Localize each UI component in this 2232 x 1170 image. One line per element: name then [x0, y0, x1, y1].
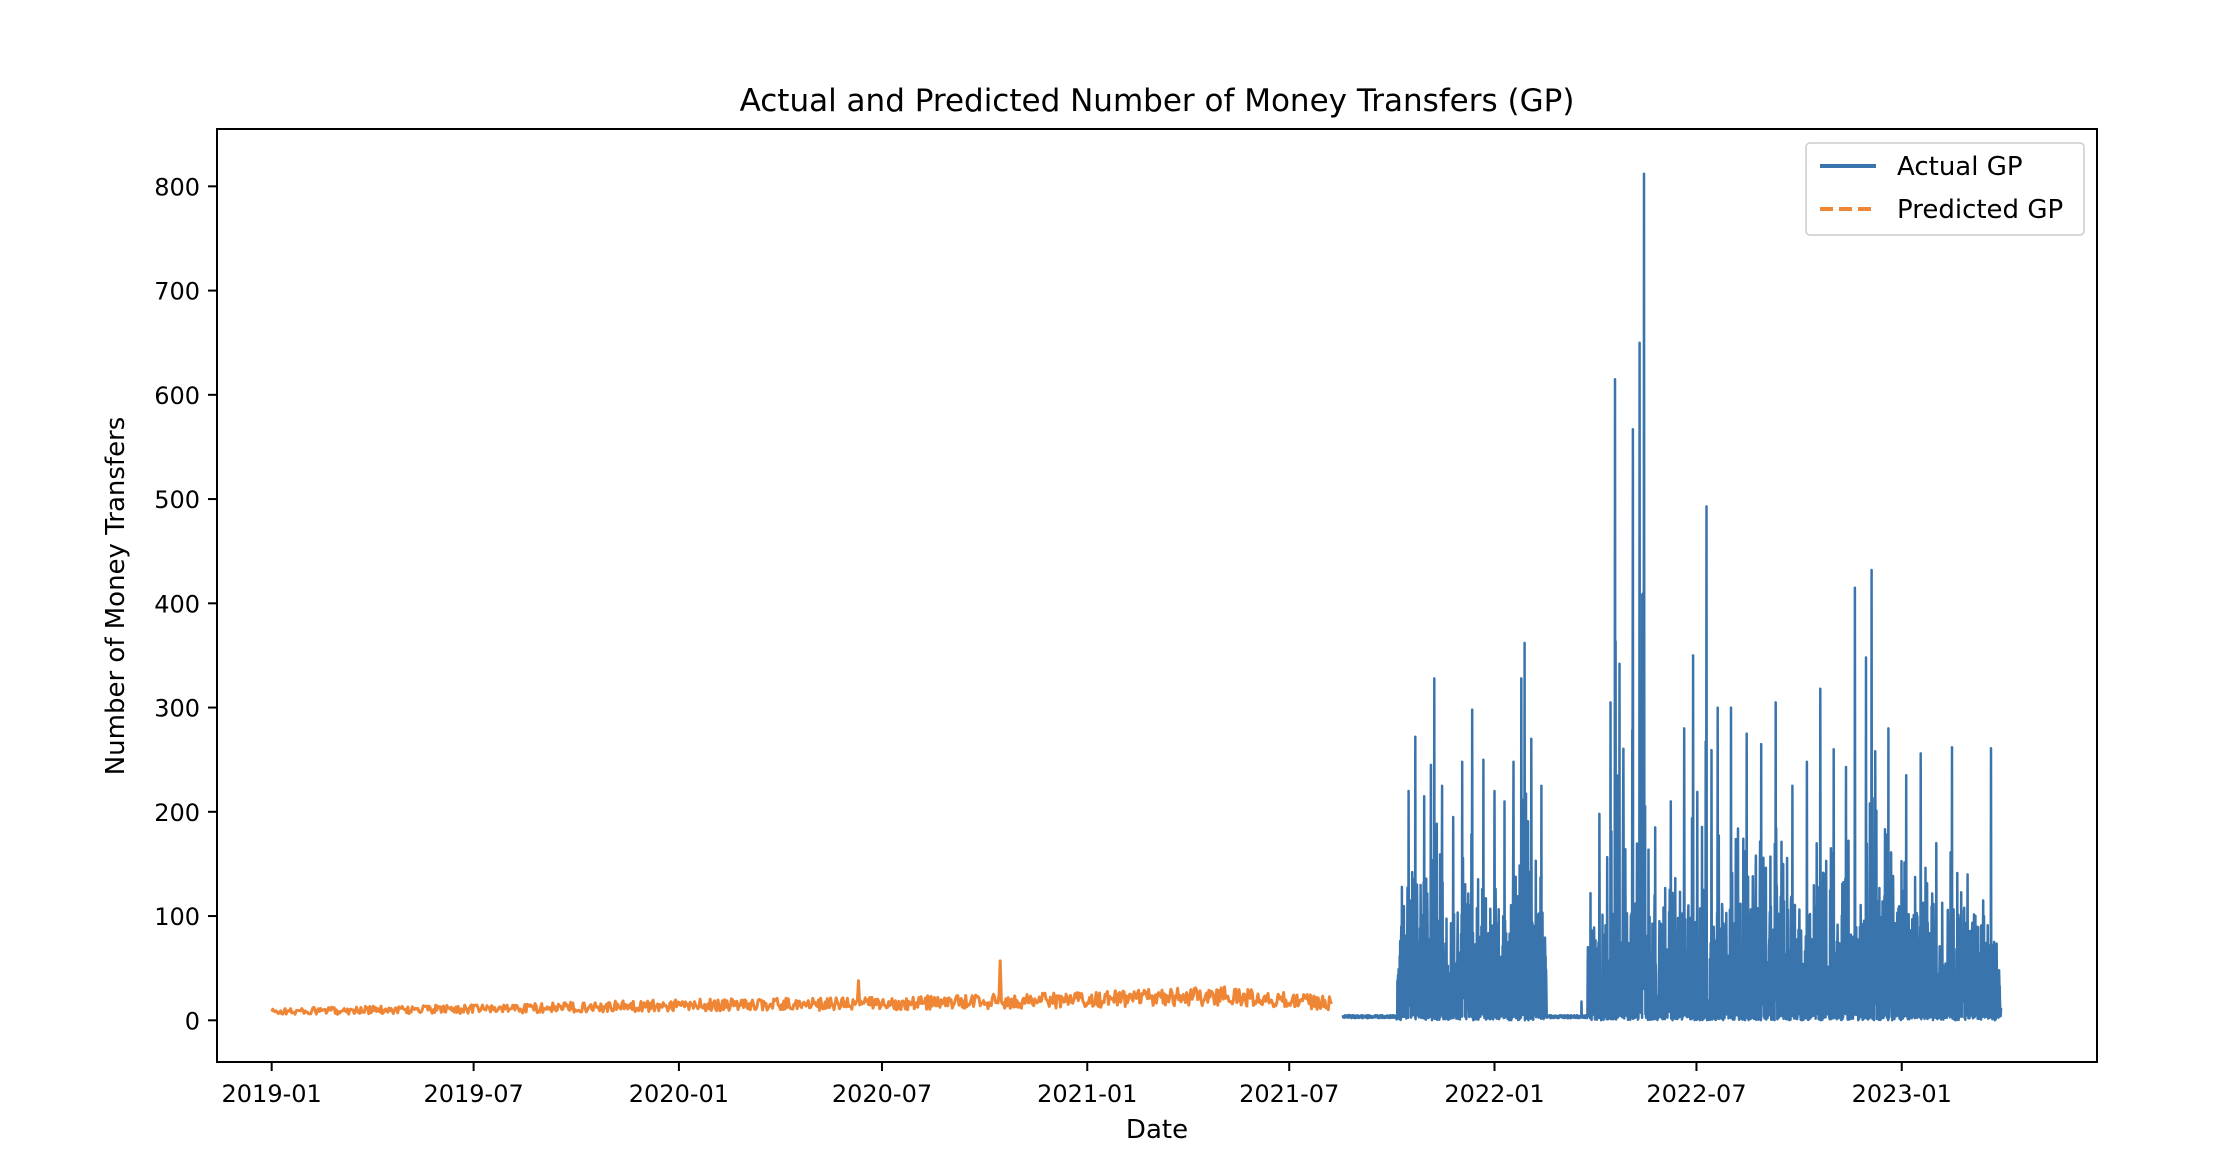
series-line-actual-gp: [1341, 172, 2003, 1022]
x-tick-label: 2019-07: [423, 1080, 523, 1108]
y-tick-label: 700: [154, 278, 200, 306]
y-tick-label: 0: [185, 1007, 200, 1035]
x-tick-label: 2023-01: [1852, 1080, 1952, 1108]
x-axis-label: Date: [1126, 1115, 1188, 1145]
y-tick-label: 400: [154, 590, 200, 618]
y-axis-label: Number of Money Transfers: [101, 417, 131, 776]
y-axis: 0 100 200 300 400 500 600 700 800: [154, 173, 217, 1035]
x-tick-label: 2020-01: [629, 1080, 729, 1108]
x-tick-label: 2021-01: [1037, 1080, 1137, 1108]
y-tick-label: 500: [154, 486, 200, 514]
y-tick-label: 600: [154, 382, 200, 410]
x-tick-label: 2022-01: [1444, 1080, 1544, 1108]
x-tick-label: 2021-07: [1239, 1080, 1339, 1108]
y-tick-label: 100: [154, 903, 200, 931]
x-tick-label: 2019-01: [222, 1080, 322, 1108]
plot-area: [216, 128, 2098, 1063]
y-tick-label: 300: [154, 695, 200, 723]
series-line-predicted-gp: [270, 959, 1333, 1016]
legend-label-actual-gp: Actual GP: [1897, 152, 2023, 182]
legend: Actual GP Predicted GP: [1805, 142, 2085, 236]
chart-title: Actual and Predicted Number of Money Tra…: [740, 83, 1575, 119]
x-axis: 2019-01 2019-07 2020-01 2020-07 2021-01 2021-…: [222, 1062, 1952, 1108]
y-tick-label: 800: [154, 173, 200, 201]
x-tick-label: 2020-07: [832, 1080, 932, 1108]
series-layer: [270, 172, 2003, 1022]
y-tick-label: 200: [154, 799, 200, 827]
x-tick-label: 2022-07: [1646, 1080, 1746, 1108]
legend-label-predicted-gp: Predicted GP: [1897, 195, 2063, 225]
